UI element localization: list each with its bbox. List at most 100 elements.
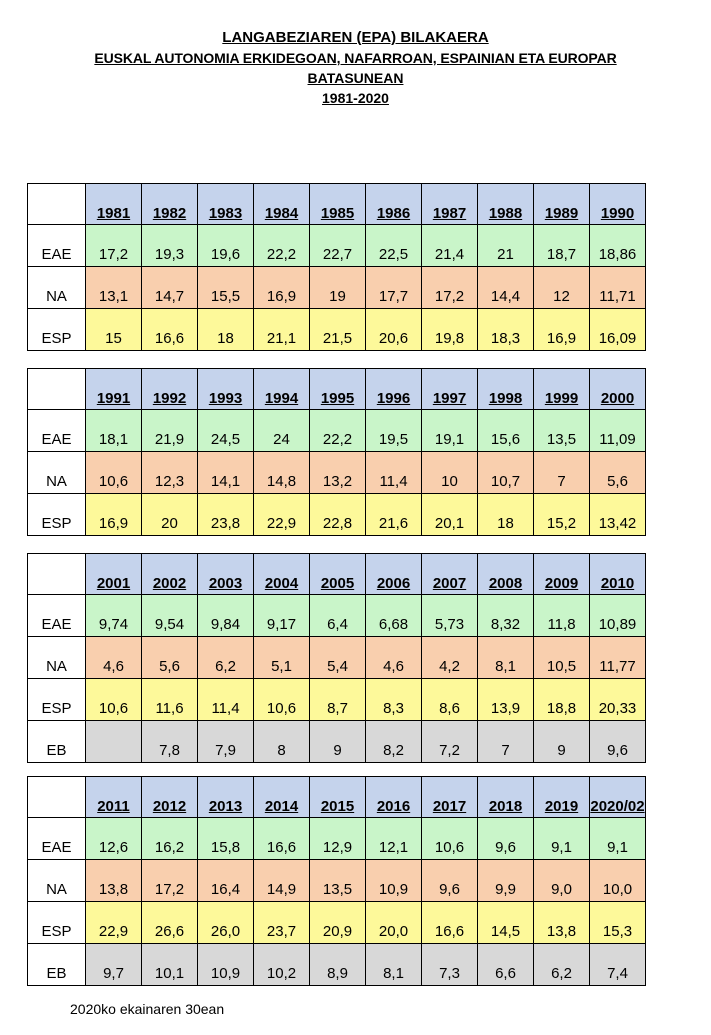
value-cell: 11,09 — [589, 409, 646, 452]
corner-cell — [27, 776, 86, 818]
value-cell: 20,1 — [421, 493, 478, 536]
value-cell: 9,0 — [533, 859, 590, 902]
value-cell: 8 — [253, 720, 310, 763]
value-cell: 8,1 — [477, 636, 534, 679]
year-header-cell: 2019 — [533, 776, 590, 818]
value-cell: 10,0 — [589, 859, 646, 902]
year-header-cell: 2009 — [533, 553, 590, 595]
value-cell: 5,73 — [421, 594, 478, 637]
value-cell: 9 — [309, 720, 366, 763]
value-cell: 9,1 — [533, 817, 590, 860]
data-row-esp: ESP 16,9 20 23,8 22,9 22,8 21,6 20,1 18 15,2 13,42 — [27, 493, 646, 536]
value-cell: 20,0 — [365, 901, 422, 944]
value-cell: 9 — [533, 720, 590, 763]
value-cell: 17,2 — [85, 224, 142, 267]
value-cell: 9,7 — [85, 943, 142, 986]
row-label: ESP — [27, 308, 86, 351]
value-cell: 23,7 — [253, 901, 310, 944]
year-header-cell: 2012 — [141, 776, 198, 818]
value-cell: 9,6 — [421, 859, 478, 902]
corner-cell — [27, 183, 86, 225]
year-header-cell: 1992 — [141, 368, 198, 410]
value-cell: 14,8 — [253, 451, 310, 494]
year-header-cell: 1987 — [421, 183, 478, 225]
value-cell: 21,6 — [365, 493, 422, 536]
value-cell: 8,2 — [365, 720, 422, 763]
value-cell: 18,1 — [85, 409, 142, 452]
value-cell: 16,6 — [253, 817, 310, 860]
data-row-esp: ESP 22,9 26,6 26,0 23,7 20,9 20,0 16,6 14,5 13,8 1… — [27, 901, 646, 944]
document-titles: LANGABEZIAREN (EPA) BILAKAERA EUSKAL AUT… — [0, 28, 711, 108]
value-cell: 13,42 — [589, 493, 646, 536]
table-2001-2010: 2001 2002 2003 2004 2005 2006 2007 2008 2009 2010… — [27, 553, 646, 763]
year-header-cell: 2008 — [477, 553, 534, 595]
row-label: ESP — [27, 901, 86, 944]
value-cell: 13,8 — [85, 859, 142, 902]
value-cell: 13,1 — [85, 266, 142, 309]
row-label: EAE — [27, 817, 86, 860]
table-1991-2000: 1991 1992 1993 1994 1995 1996 1997 1998 1999 2000… — [27, 368, 646, 536]
year-header-cell: 1996 — [365, 368, 422, 410]
value-cell: 10 — [421, 451, 478, 494]
value-cell: 20,33 — [589, 678, 646, 721]
year-header-cell: 2006 — [365, 553, 422, 595]
year-header-cell: 1998 — [477, 368, 534, 410]
value-cell: 11,6 — [141, 678, 198, 721]
value-cell: 26,6 — [141, 901, 198, 944]
value-cell: 13,5 — [533, 409, 590, 452]
value-cell: 21,9 — [141, 409, 198, 452]
table-2011-2020: 2011 2012 2013 2014 2015 2016 2017 2018 2019 2020… — [27, 776, 646, 986]
value-cell: 5,6 — [589, 451, 646, 494]
value-cell: 13,5 — [309, 859, 366, 902]
value-cell: 8,7 — [309, 678, 366, 721]
year-header-cell: 2011 — [85, 776, 142, 818]
value-cell: 11,4 — [197, 678, 254, 721]
data-row-eb: EB 9,7 10,1 10,9 10,2 8,9 8,1 7,3 6,6 6,2 7,4 — [27, 943, 646, 986]
value-cell: 22,8 — [309, 493, 366, 536]
year-header-cell: 1984 — [253, 183, 310, 225]
data-row-na: NA 10,6 12,3 14,1 14,8 13,2 11,4 10 10,7 7 5,6 — [27, 451, 646, 494]
table-1981-1990: 1981 1982 1983 1984 1985 1986 1987 1988 1989 1990… — [27, 183, 646, 351]
value-cell: 22,9 — [85, 901, 142, 944]
value-cell: 7,4 — [589, 943, 646, 986]
year-header-cell: 1993 — [197, 368, 254, 410]
year-header-cell: 1990 — [589, 183, 646, 225]
value-cell: 15,3 — [589, 901, 646, 944]
value-cell: 20,6 — [365, 308, 422, 351]
value-cell: 10,9 — [365, 859, 422, 902]
value-cell: 7,8 — [141, 720, 198, 763]
year-header-cell: 2003 — [197, 553, 254, 595]
value-cell: 9,6 — [477, 817, 534, 860]
year-header-cell: 1995 — [309, 368, 366, 410]
value-cell: 13,2 — [309, 451, 366, 494]
value-cell: 22,2 — [309, 409, 366, 452]
value-cell: 17,7 — [365, 266, 422, 309]
data-row-na: NA 13,1 14,7 15,5 16,9 19 17,7 17,2 14,4 12 11,71 — [27, 266, 646, 309]
row-label: ESP — [27, 678, 86, 721]
value-cell: 14,1 — [197, 451, 254, 494]
value-cell: 18,8 — [533, 678, 590, 721]
value-cell: 21 — [477, 224, 534, 267]
value-cell: 15,8 — [197, 817, 254, 860]
year-header-cell: 2013 — [197, 776, 254, 818]
year-header-cell: 2007 — [421, 553, 478, 595]
value-cell: 7,3 — [421, 943, 478, 986]
value-cell: 15,2 — [533, 493, 590, 536]
value-cell — [85, 720, 142, 763]
value-cell: 14,4 — [477, 266, 534, 309]
value-cell: 6,2 — [533, 943, 590, 986]
value-cell: 10,6 — [421, 817, 478, 860]
value-cell: 6,2 — [197, 636, 254, 679]
value-cell: 18 — [477, 493, 534, 536]
data-row-na: NA 4,6 5,6 6,2 5,1 5,4 4,6 4,2 8,1 10,5 11,77 — [27, 636, 646, 679]
value-cell: 9,74 — [85, 594, 142, 637]
value-cell: 8,1 — [365, 943, 422, 986]
row-label: NA — [27, 451, 86, 494]
value-cell: 10,7 — [477, 451, 534, 494]
value-cell: 5,1 — [253, 636, 310, 679]
value-cell: 12 — [533, 266, 590, 309]
value-cell: 16,9 — [85, 493, 142, 536]
value-cell: 14,5 — [477, 901, 534, 944]
value-cell: 4,6 — [85, 636, 142, 679]
value-cell: 18,7 — [533, 224, 590, 267]
